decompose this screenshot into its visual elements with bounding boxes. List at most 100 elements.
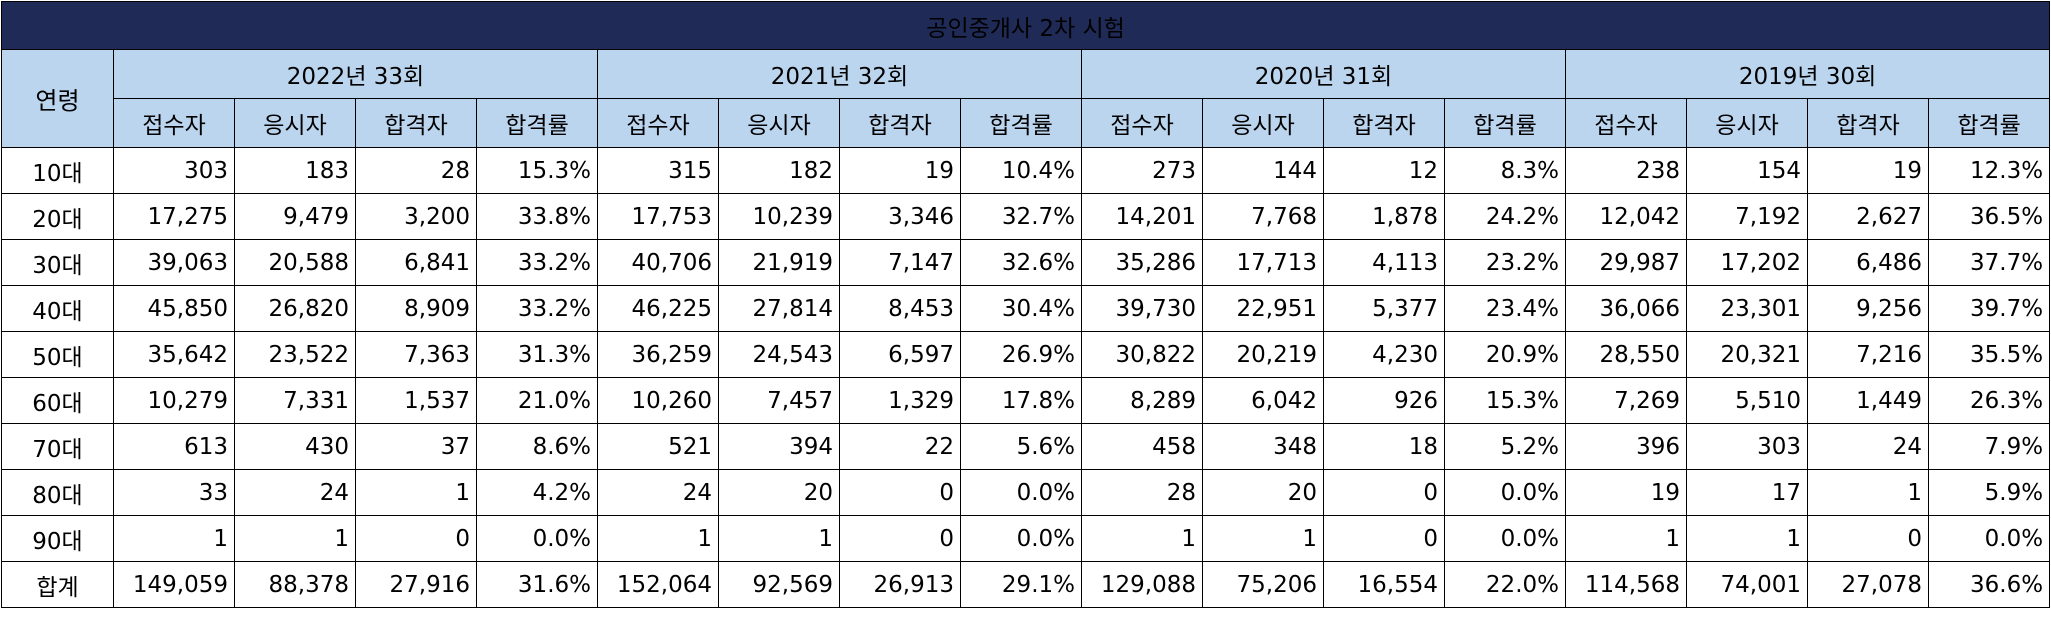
value-cell: 2,627 (1807, 193, 1929, 240)
sub-header: 접수자 (113, 98, 235, 148)
value-cell: 1 (1565, 515, 1687, 562)
value-cell: 10,279 (113, 377, 235, 424)
value-cell: 10,239 (718, 193, 840, 240)
value-cell: 521 (597, 423, 719, 470)
value-cell: 14,201 (1081, 193, 1203, 240)
value-cell: 26.9% (960, 331, 1082, 378)
table-row: 90대 1 1 0 0.0% 1 1 0 0.0% 1 1 0 0.0% 1 1 0 0.0% (1, 515, 2051, 562)
sub-header: 응시자 (1686, 98, 1808, 148)
value-cell: 129,088 (1081, 561, 1203, 608)
value-cell: 28 (1081, 469, 1203, 516)
value-cell: 36,259 (597, 331, 719, 378)
value-cell: 88,378 (234, 561, 356, 608)
value-cell: 26,820 (234, 285, 356, 332)
value-cell: 35,286 (1081, 239, 1203, 286)
age-cell: 60대 (1, 377, 114, 424)
value-cell: 22 (839, 423, 961, 470)
year-header: 2022년 33회 (113, 49, 598, 99)
value-cell: 394 (718, 423, 840, 470)
value-cell: 26,913 (839, 561, 961, 608)
table-row: 10대 303 183 28 15.3% 315 182 19 10.4% 273 144 12 8.3… (1, 147, 2051, 194)
value-cell: 20,219 (1202, 331, 1324, 378)
value-cell: 24,543 (718, 331, 840, 378)
value-cell: 30.4% (960, 285, 1082, 332)
value-cell: 0.0% (960, 515, 1082, 562)
value-cell: 1 (718, 515, 840, 562)
value-cell: 19 (839, 147, 961, 194)
value-cell: 5,377 (1323, 285, 1445, 332)
value-cell: 20,588 (234, 239, 356, 286)
sub-header: 접수자 (1565, 98, 1687, 148)
sub-header: 합격자 (355, 98, 477, 148)
value-cell: 16,554 (1323, 561, 1445, 608)
value-cell: 74,001 (1686, 561, 1808, 608)
sub-header: 합격률 (1444, 98, 1566, 148)
table-row: 30대 39,063 20,588 6,841 33.2% 40,706 21,919 7,1… (1, 239, 2051, 286)
value-cell: 23.2% (1444, 239, 1566, 286)
value-cell: 6,486 (1807, 239, 1929, 286)
value-cell: 24 (1807, 423, 1929, 470)
table-row: 60대 10,279 7,331 1,537 21.0% 10,260 7,457 1,329… (1, 377, 2051, 424)
sub-header: 합격자 (1807, 98, 1929, 148)
value-cell: 1 (234, 515, 356, 562)
table-row: 20대 17,275 9,479 3,200 33.8% 17,753 10,239 3,34… (1, 193, 2051, 240)
value-cell: 315 (597, 147, 719, 194)
age-cell: 40대 (1, 285, 114, 332)
value-cell: 17 (1686, 469, 1808, 516)
age-cell: 30대 (1, 239, 114, 286)
value-cell: 182 (718, 147, 840, 194)
value-cell: 1,449 (1807, 377, 1929, 424)
value-cell: 45,850 (113, 285, 235, 332)
value-cell: 0.0% (1444, 515, 1566, 562)
value-cell: 7,457 (718, 377, 840, 424)
value-cell: 7.9% (1927, 423, 2051, 470)
value-cell: 8.3% (1444, 147, 1566, 194)
value-cell: 27,916 (355, 561, 477, 608)
sub-header: 응시자 (1202, 98, 1324, 148)
year-header: 2021년 32회 (597, 49, 1082, 99)
value-cell: 1 (597, 515, 719, 562)
value-cell: 33.8% (476, 193, 598, 240)
value-cell: 46,225 (597, 285, 719, 332)
value-cell: 20 (718, 469, 840, 516)
value-cell: 144 (1202, 147, 1324, 194)
value-cell: 0 (1323, 515, 1445, 562)
value-cell: 39,730 (1081, 285, 1203, 332)
value-cell: 348 (1202, 423, 1324, 470)
value-cell: 5.2% (1444, 423, 1566, 470)
value-cell: 926 (1323, 377, 1445, 424)
value-cell: 24 (234, 469, 356, 516)
value-cell: 12 (1323, 147, 1445, 194)
value-cell: 32.6% (960, 239, 1082, 286)
value-cell: 0 (1807, 515, 1929, 562)
table-row: 합계 149,059 88,378 27,916 31.6% 152,064 92,569 2… (1, 561, 2051, 608)
year-header: 2020년 31회 (1081, 49, 1566, 99)
value-cell: 31.6% (476, 561, 598, 608)
value-cell: 8,909 (355, 285, 477, 332)
age-cell: 90대 (1, 515, 114, 562)
value-cell: 22,951 (1202, 285, 1324, 332)
value-cell: 4,113 (1323, 239, 1445, 286)
value-cell: 33.2% (476, 285, 598, 332)
value-cell: 430 (234, 423, 356, 470)
value-cell: 30,822 (1081, 331, 1203, 378)
value-cell: 7,269 (1565, 377, 1687, 424)
sub-header: 합격률 (1927, 98, 2051, 148)
value-cell: 1,537 (355, 377, 477, 424)
value-cell: 75,206 (1202, 561, 1324, 608)
value-cell: 0 (1323, 469, 1445, 516)
value-cell: 33.2% (476, 239, 598, 286)
value-cell: 6,597 (839, 331, 961, 378)
value-cell: 39.7% (1927, 285, 2051, 332)
year-header: 2019년 30회 (1564, 49, 2051, 99)
value-cell: 613 (113, 423, 235, 470)
value-cell: 1 (1081, 515, 1203, 562)
value-cell: 36.5% (1927, 193, 2051, 240)
value-cell: 4,230 (1323, 331, 1445, 378)
value-cell: 37 (355, 423, 477, 470)
table-row: 70대 613 430 37 8.6% 521 394 22 5.6% 458 348 18 5.2% 3… (1, 423, 2051, 470)
sub-header: 합격자 (839, 98, 961, 148)
sub-header: 응시자 (718, 98, 840, 148)
value-cell: 1 (1686, 515, 1808, 562)
table-row: 40대 45,850 26,820 8,909 33.2% 46,225 27,814 8,4… (1, 285, 2051, 332)
